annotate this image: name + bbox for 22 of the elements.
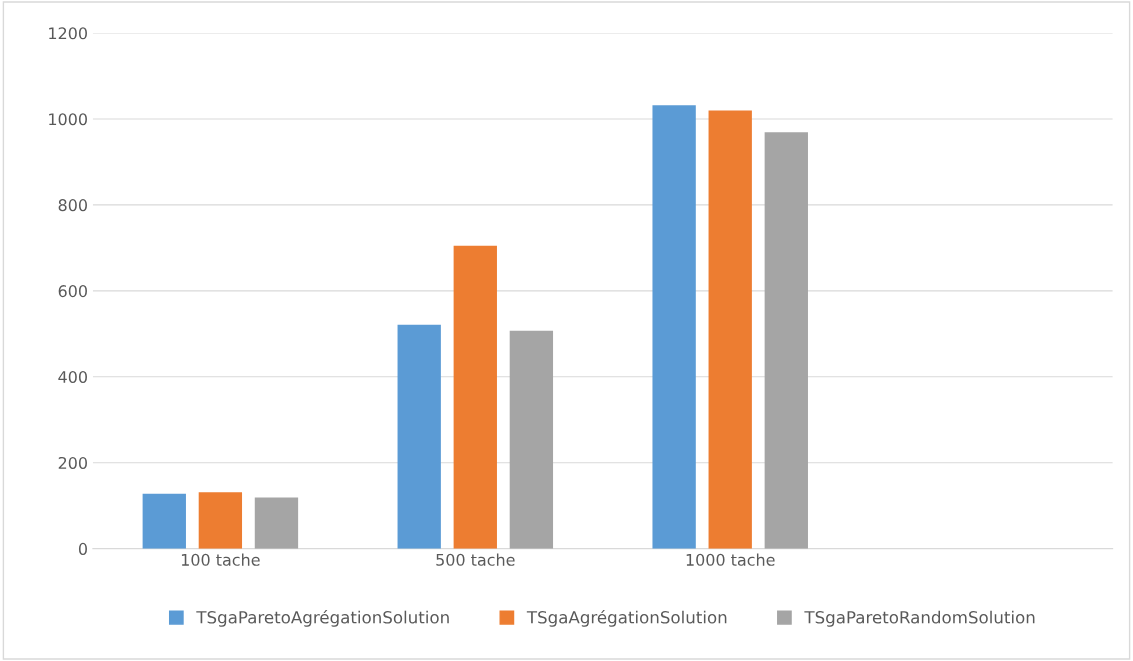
y-tick-label: 200: [58, 456, 87, 469]
bar: [708, 110, 752, 549]
x-tick-label: 100 tache: [181, 553, 260, 566]
y-tick-label: 1000: [49, 113, 87, 126]
legend-label: TSgaParetoRandomSolution: [804, 610, 1035, 627]
bar: [142, 493, 186, 549]
bar: [509, 330, 554, 549]
bar: [254, 497, 299, 549]
bar: [198, 492, 243, 549]
x-tick-label: 1000 tache: [686, 553, 775, 566]
bar: [453, 245, 497, 549]
legend-label: TSgaParetoAgrégationSolution: [196, 610, 449, 627]
y-tick-label: 600: [58, 285, 87, 298]
bar: [397, 324, 441, 549]
y-tick-label: 800: [58, 199, 87, 212]
y-tick-label: 1200: [49, 27, 87, 40]
y-tick-label: 400: [58, 370, 87, 384]
x-tick-label: 500 tache: [436, 553, 515, 566]
legend-label: TSgaAgrégationSolution: [526, 610, 727, 627]
y-tick-label: 0: [78, 542, 87, 555]
bar: [652, 105, 696, 549]
bar: [764, 132, 808, 549]
